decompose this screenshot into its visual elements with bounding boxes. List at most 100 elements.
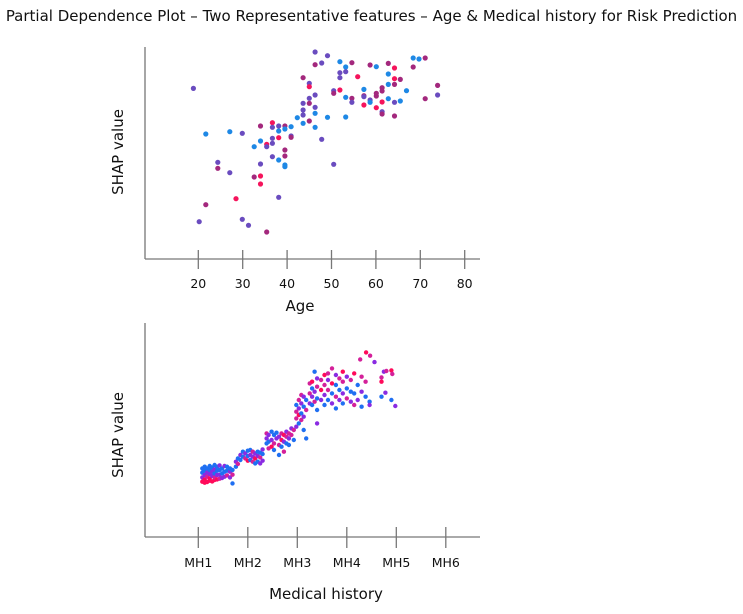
scatter-point (300, 107, 306, 113)
scatter-point (291, 427, 296, 433)
scatter-point (403, 88, 410, 94)
scatter-point (260, 451, 265, 457)
scatter-point (304, 407, 309, 413)
scatter-point (309, 394, 315, 399)
x-tick-label: MH5 (382, 555, 410, 570)
scatter-point (340, 379, 345, 384)
scatter-point (301, 427, 306, 433)
scatter-point (304, 436, 309, 441)
scatter-point (385, 60, 391, 66)
scatter-point (361, 102, 367, 108)
scatter-point (307, 391, 312, 396)
scatter-point (363, 394, 368, 399)
scatter-point (196, 219, 202, 225)
scatter-point (271, 447, 277, 453)
scatter-point (217, 463, 222, 468)
scatter-point (269, 437, 274, 443)
scatter-point (393, 403, 398, 409)
x-ticks: 20 30 40 50 60 70 80 (190, 250, 473, 291)
scatter-point (379, 99, 385, 105)
scatter-point (306, 84, 312, 90)
scatter-point (300, 112, 306, 118)
scatter-point (276, 452, 282, 458)
scatter-point (391, 113, 398, 119)
x-tick-label: MH3 (283, 555, 311, 570)
scatter-point (301, 404, 306, 409)
scatter-point (306, 95, 312, 101)
scatter-point (291, 437, 296, 443)
scatter-point (257, 123, 264, 129)
scatter-point (288, 134, 294, 140)
scatter-points (190, 49, 441, 235)
scatter-point (383, 390, 388, 395)
scatter-point (373, 93, 379, 99)
scatter-point (361, 86, 367, 92)
x-tick-label: 20 (190, 276, 206, 291)
scatter-point (344, 396, 349, 401)
age-dependence-plot: SHAP value Age 20 30 40 50 60 70 80 (109, 47, 480, 315)
scatter-point (306, 118, 312, 124)
scatter-point (233, 196, 239, 202)
scatter-point (410, 64, 416, 70)
medical-history-dependence-plot: SHAP value Medical history MH1 MH2 MH3 MH4 M… (109, 323, 480, 603)
scatter-point (325, 377, 331, 383)
scatter-point (384, 368, 389, 374)
scatter-point (337, 59, 343, 65)
scatter-point (343, 69, 349, 75)
scatter-point (389, 397, 394, 403)
scatter-point (373, 105, 379, 111)
scatter-point (269, 124, 275, 130)
scatter-point (309, 402, 315, 408)
scatter-point (257, 181, 264, 187)
scatter-point (296, 421, 301, 426)
scatter-point (314, 396, 320, 401)
x-tick-label: MH4 (333, 555, 361, 570)
scatter-point (397, 76, 403, 82)
scatter-point (288, 124, 294, 130)
scatter-point (301, 394, 306, 399)
scatter-point (300, 100, 306, 106)
scatter-point (281, 449, 287, 454)
scatter-point (299, 417, 304, 423)
scatter-point (322, 402, 327, 408)
scatter-point (271, 441, 277, 446)
scatter-point (435, 92, 441, 98)
scatter-point (410, 55, 416, 61)
scatter-point (312, 110, 318, 116)
y-axis-label: SHAP value (109, 392, 127, 478)
scatter-point (379, 379, 384, 384)
scatter-point (391, 99, 398, 105)
scatter-point (359, 389, 364, 394)
scatter-point (352, 402, 357, 408)
scatter-point (355, 74, 361, 80)
scatter-point (337, 75, 343, 81)
scatter-point (239, 130, 245, 136)
scatter-point (355, 397, 360, 403)
scatter-point (337, 397, 342, 403)
scatter-point (314, 421, 320, 426)
scatter-point (245, 222, 252, 228)
scatter-point (251, 174, 257, 180)
scatter-point (312, 124, 318, 130)
scatter-point (266, 432, 271, 438)
scatter-point (260, 458, 265, 463)
scatter-point (329, 381, 335, 386)
scatter-point (294, 402, 299, 408)
scatter-point (340, 369, 345, 374)
scatter-point (349, 99, 355, 105)
scatter-point (348, 389, 353, 394)
scatter-point (391, 81, 398, 87)
scatter-point (324, 114, 331, 120)
scatter-point (312, 62, 318, 68)
scatter-point (372, 359, 377, 365)
scatter-point (269, 429, 274, 434)
scatter-point (373, 64, 379, 70)
scatter-point (296, 406, 301, 411)
scatter-point (331, 161, 337, 167)
scatter-point (435, 82, 441, 88)
scatter-point (322, 372, 327, 378)
scatter-point (276, 123, 282, 129)
scatter-point (391, 65, 398, 71)
scatter-point (337, 70, 343, 76)
scatter-point (331, 90, 337, 96)
